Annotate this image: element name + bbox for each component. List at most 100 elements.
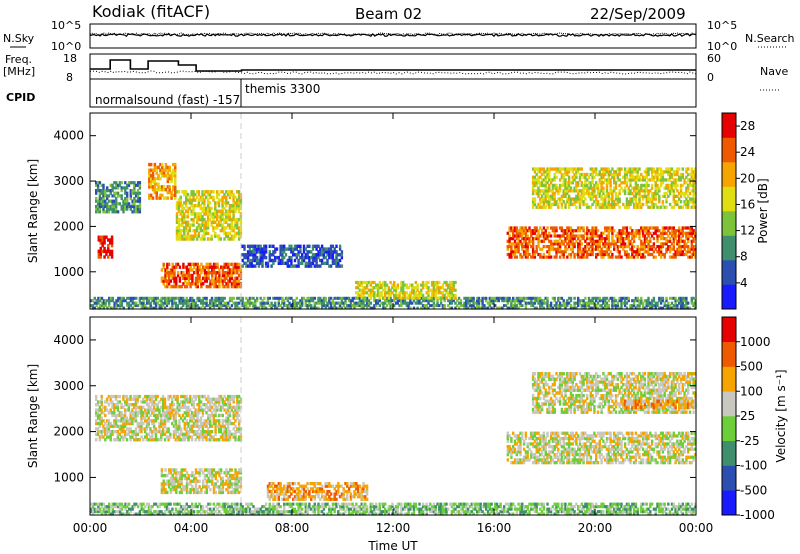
heatmap-cell xyxy=(555,252,558,257)
heatmap-cell xyxy=(281,306,284,310)
heatmap-cell xyxy=(333,250,336,254)
heatmap-cell xyxy=(252,296,255,300)
heatmap-cell xyxy=(557,202,560,207)
heatmap-cell xyxy=(575,170,578,174)
heatmap-cell xyxy=(134,419,138,423)
heatmap-cell xyxy=(174,430,177,434)
heatmap-cell xyxy=(542,170,546,174)
heatmap-cell xyxy=(647,189,650,193)
heatmap-cell xyxy=(636,205,639,209)
heatmap-cell xyxy=(96,189,100,193)
heatmap-cell xyxy=(219,301,223,305)
heatmap-cell xyxy=(607,170,610,174)
heatmap-cell xyxy=(165,427,168,431)
heatmap-cell xyxy=(281,296,284,300)
heatmap-cell xyxy=(124,202,127,206)
heatmap-cell xyxy=(573,242,576,246)
heatmap-cell xyxy=(596,200,600,204)
heatmap-cell xyxy=(369,301,372,305)
heatmap-cell xyxy=(531,231,535,235)
heatmap-cell xyxy=(304,261,307,265)
heatmap-cell xyxy=(625,252,629,257)
heatmap-cell xyxy=(542,200,546,204)
heatmap-cell xyxy=(178,435,181,439)
heatmap-cell xyxy=(602,205,605,209)
heatmap-cell xyxy=(180,438,183,442)
heatmap-cell xyxy=(369,280,372,285)
heatmap-cell xyxy=(174,182,177,186)
heatmap-cell xyxy=(185,304,188,308)
heatmap-cell xyxy=(95,299,98,303)
heatmap-cell xyxy=(159,176,162,181)
heatmap-cell xyxy=(483,296,486,300)
heatmap-cell xyxy=(546,255,549,259)
heatmap-cell xyxy=(250,253,253,257)
heatmap-cell xyxy=(148,185,151,189)
heatmap-cell xyxy=(223,220,226,224)
heatmap-cell xyxy=(604,170,607,174)
heatmap-cell xyxy=(109,400,112,404)
heatmap-cell xyxy=(515,296,518,300)
heatmap-cell xyxy=(207,304,210,308)
heatmap-cell xyxy=(589,229,592,233)
heatmap-cell xyxy=(299,306,302,310)
heatmap-cell xyxy=(109,408,112,412)
heatmap-cell xyxy=(236,276,239,280)
heatmap-cell xyxy=(182,282,185,286)
heatmap-cell xyxy=(522,231,526,235)
heatmap-cell xyxy=(313,255,316,260)
heatmap-cell xyxy=(647,191,650,196)
heatmap-cell xyxy=(564,167,567,171)
heatmap-cell xyxy=(252,301,255,305)
heatmap-cell xyxy=(194,306,197,310)
heatmap-cell xyxy=(521,304,524,308)
heatmap-cell xyxy=(277,261,280,265)
heatmap-cell xyxy=(254,253,257,257)
heatmap-cell xyxy=(138,210,142,214)
heatmap-cell xyxy=(577,252,580,257)
heatmap-cell xyxy=(564,181,567,185)
heatmap-cell xyxy=(394,291,398,295)
heatmap-cell xyxy=(115,199,118,203)
heatmap-cell xyxy=(170,196,173,200)
heatmap-cell xyxy=(102,301,105,305)
heatmap-cell xyxy=(183,192,186,197)
heatmap-cell xyxy=(179,212,182,216)
heatmap-cell xyxy=(209,306,212,310)
heatmap-cell xyxy=(591,242,594,246)
heatmap-cell xyxy=(551,306,555,310)
heatmap-cell xyxy=(248,264,252,268)
heatmap-cell xyxy=(156,296,160,300)
heatmap-cell xyxy=(409,301,412,305)
heatmap-cell xyxy=(645,197,648,201)
heatmap-cell xyxy=(362,291,365,295)
heatmap-cell xyxy=(411,291,414,295)
heatmap-cell xyxy=(116,432,120,436)
heatmap-cell xyxy=(169,432,172,436)
heatmap-cell xyxy=(109,299,113,303)
heatmap-cell xyxy=(575,200,578,204)
heatmap-cell xyxy=(270,306,273,310)
heatmap-cell xyxy=(154,403,158,407)
heatmap-cell xyxy=(564,202,567,207)
heatmap-cell xyxy=(661,229,665,233)
heatmap-cell xyxy=(683,194,686,198)
heatmap-cell xyxy=(376,291,380,295)
heatmap-cell xyxy=(333,304,336,308)
heatmap-cell xyxy=(133,207,136,211)
heatmap-cell xyxy=(175,212,179,216)
heatmap-cell xyxy=(584,245,587,249)
heatmap-cell xyxy=(593,239,596,243)
colorbar-segment xyxy=(722,211,736,236)
heatmap-cell xyxy=(329,264,333,268)
heatmap-cell xyxy=(245,253,248,257)
freq-frame xyxy=(89,53,697,80)
heatmap-cell xyxy=(578,226,582,230)
heatmap-cell xyxy=(237,190,241,194)
heatmap-cell xyxy=(109,394,112,399)
heatmap-cell xyxy=(672,200,675,204)
heatmap-cell xyxy=(237,209,241,213)
heatmap-cell xyxy=(602,170,605,174)
heatmap-cell xyxy=(531,200,535,204)
heatmap-cell xyxy=(577,183,580,188)
